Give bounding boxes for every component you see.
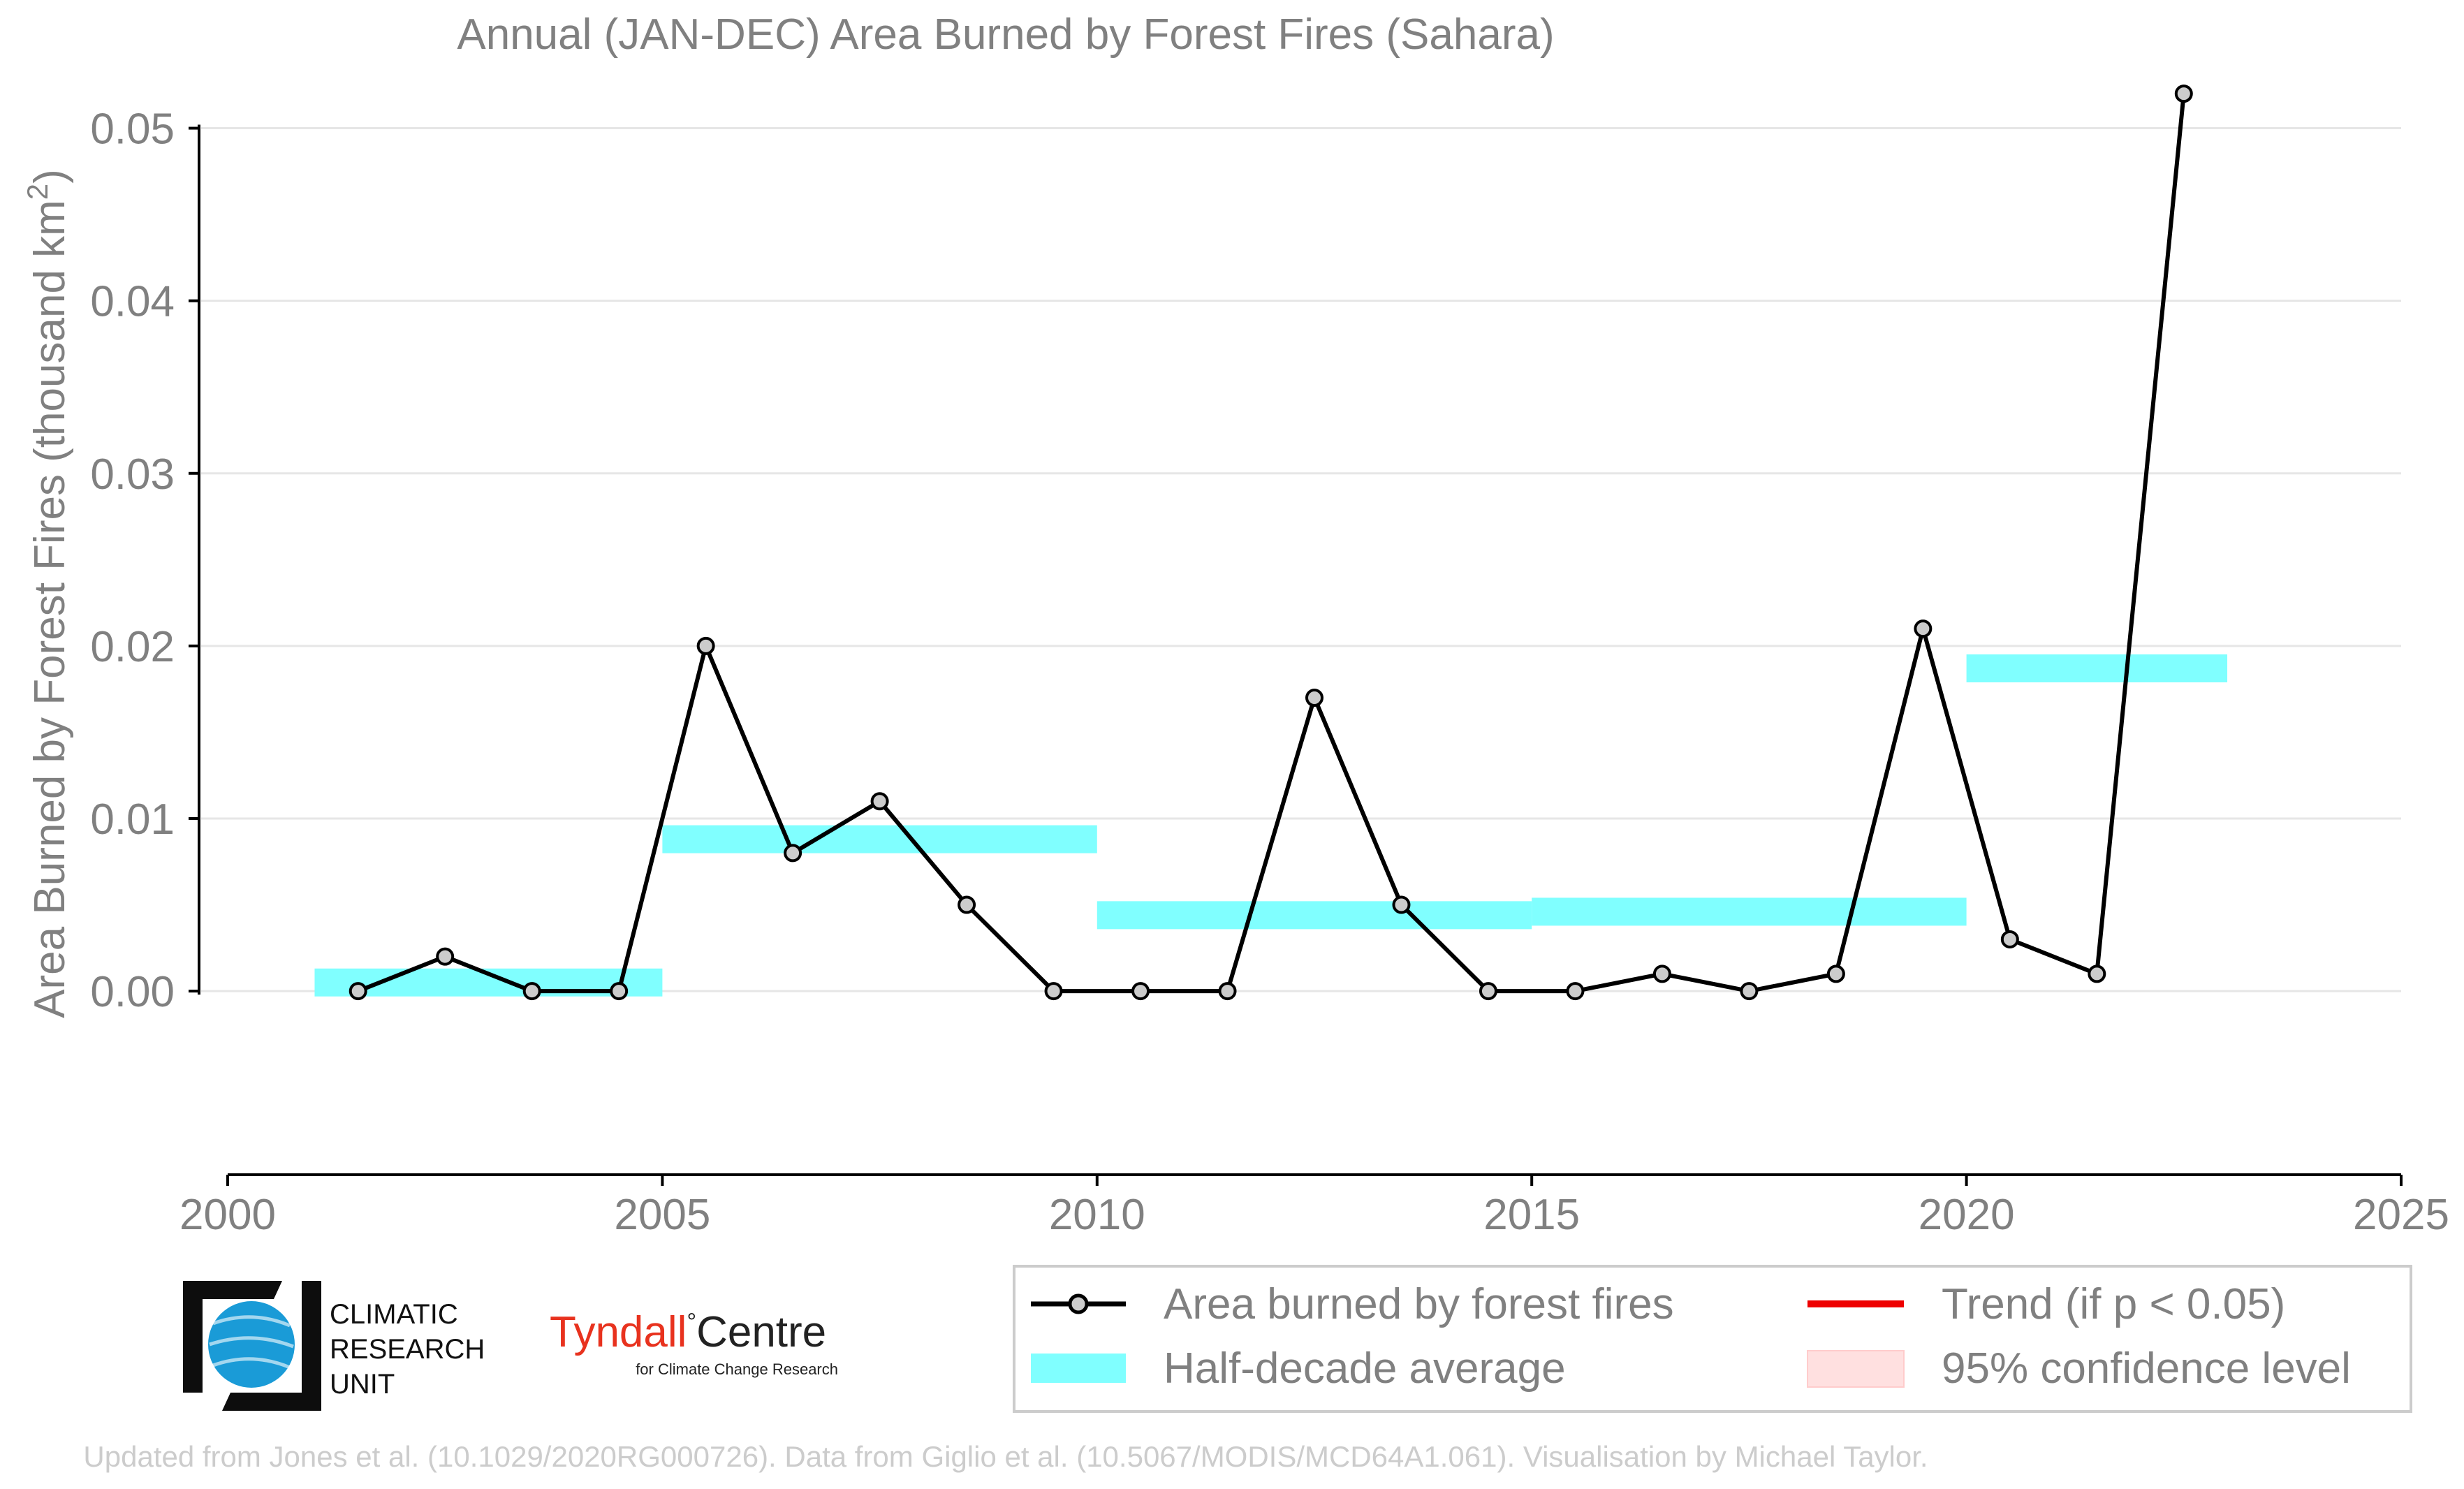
cru-globe-icon: [208, 1301, 295, 1388]
data-point: [1131, 982, 1150, 1001]
half-decade-band: [1097, 901, 1532, 930]
cru-bracket-left: [183, 1281, 282, 1393]
x-tick-label: 2020: [1919, 1191, 2015, 1239]
half-decade-bands: [314, 654, 2228, 997]
data-point: [870, 792, 889, 811]
y-tick-label: 0.05: [90, 105, 175, 154]
legend-label-half-decade: Half-decade average: [1164, 1344, 1566, 1393]
data-point: [1740, 982, 1759, 1001]
data-point: [349, 982, 367, 1001]
tyndall-name: Tyndall: [550, 1308, 687, 1356]
x-tick-label: 2025: [2353, 1191, 2449, 1239]
area-burned-line: [357, 93, 2186, 994]
y-tick-label: 0.00: [90, 968, 175, 1016]
data-point: [610, 982, 629, 1001]
y-axis-label-main: Area Burned by Forest Fires (thousand km: [26, 200, 74, 1018]
y-axis-label-close: ): [26, 169, 74, 184]
legend-label-area-burned: Area burned by forest fires: [1164, 1280, 1674, 1328]
data-point: [1479, 982, 1497, 1001]
y-axis-label: Area Burned by Forest Fires (thousand km…: [21, 169, 74, 1018]
data-point: [1218, 982, 1237, 1001]
legend-box: [1013, 1265, 2412, 1413]
cru-bracket-right: [222, 1281, 321, 1411]
x-tick-label: 2015: [1483, 1191, 1580, 1239]
data-point: [2000, 930, 2019, 948]
half-decade-band: [1966, 654, 2228, 682]
data-point: [958, 895, 976, 914]
data-point: [696, 636, 715, 655]
data-point: [436, 947, 455, 966]
legend-marker-swatch: [1068, 1293, 1089, 1314]
half-decade-band: [1532, 897, 1967, 926]
cru-text-line-3: UNIT: [330, 1369, 395, 1400]
data-point: [784, 844, 802, 863]
data-point: [2174, 85, 2193, 103]
grid-lines: [201, 127, 2401, 992]
data-point: [1566, 982, 1585, 1001]
cru-logo: CLIMATIC RESEARCH UNIT: [183, 1281, 485, 1411]
cru-text-line-1: CLIMATIC: [330, 1299, 458, 1330]
data-point: [1392, 895, 1411, 914]
credit-text: Updated from Jones et al. (10.1029/2020R…: [83, 1440, 1928, 1473]
legend-label-trend: Trend (if p < 0.05): [1942, 1280, 2285, 1328]
tyndall-centre: Centre: [696, 1308, 826, 1356]
chart-title: Annual (JAN-DEC) Area Burned by Forest F…: [457, 10, 1554, 59]
data-point: [1305, 689, 1323, 707]
data-series: [349, 85, 2193, 1001]
tyndall-logo: Tyndall°Centre for Climate Change Resear…: [550, 1308, 838, 1378]
cru-globe-lines-icon: [209, 1315, 294, 1370]
tyndall-title: Tyndall°Centre: [550, 1308, 826, 1356]
legend-label-confidence: 95% confidence level: [1942, 1344, 2351, 1393]
legend-band-swatch: [1031, 1354, 1126, 1383]
cru-text-line-2: RESEARCH: [330, 1334, 485, 1365]
y-ticks: 0.00 0.01 0.02 0.03 0.04 0.05: [90, 105, 199, 1016]
legend-confidence-swatch: [1807, 1350, 1905, 1388]
data-point: [1044, 982, 1063, 1001]
y-tick-label: 0.03: [90, 450, 175, 499]
tyndall-degree: °: [687, 1309, 696, 1335]
axes: [198, 124, 2401, 1176]
x-tick-label: 2005: [614, 1191, 710, 1239]
data-point: [1652, 964, 1671, 983]
tyndall-subtitle: for Climate Change Research: [636, 1360, 838, 1378]
x-tick-label: 2010: [1049, 1191, 1145, 1239]
data-point: [2088, 964, 2106, 983]
data-point: [522, 982, 541, 1001]
y-tick-label: 0.04: [90, 278, 175, 326]
y-tick-label: 0.01: [90, 795, 175, 844]
data-point: [1914, 619, 1933, 638]
y-tick-label: 0.02: [90, 623, 175, 671]
x-tick-label: 2000: [179, 1191, 276, 1239]
x-ticks: 2000 2005 2010 2015 2020 2025: [179, 1175, 2449, 1239]
half-decade-band: [662, 825, 1097, 853]
legend: Area burned by forest fires Half-decade …: [1013, 1265, 2412, 1413]
y-axis-label-superscript: 2: [21, 184, 54, 200]
data-point: [1826, 964, 1845, 983]
